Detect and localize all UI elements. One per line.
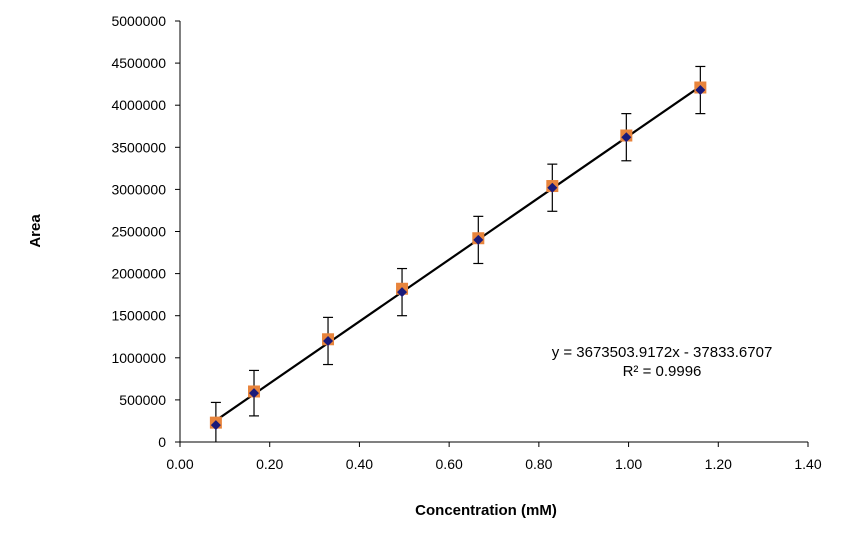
- trendline-equation: y = 3673503.9172x - 37833.6707: [552, 344, 773, 361]
- y-tick-label: 5000000: [111, 13, 166, 29]
- navy-diamond-marker: [249, 388, 260, 399]
- data-markers: [209, 81, 707, 431]
- navy-diamond-marker: [621, 132, 632, 143]
- navy-diamond-marker: [473, 234, 484, 245]
- x-axis-title: Concentration (mM): [415, 502, 557, 519]
- y-tick-label: 2500000: [111, 224, 166, 240]
- y-tick-label: 3000000: [111, 181, 166, 197]
- y-tick-label: 4500000: [111, 55, 166, 71]
- y-tick-label: 3500000: [111, 139, 166, 155]
- x-tick-label: 0.80: [525, 456, 552, 472]
- navy-diamond-marker: [397, 287, 408, 298]
- navy-diamond-marker: [695, 85, 706, 96]
- x-tick-label: 0.40: [346, 456, 373, 472]
- x-tick-label: 0.20: [256, 456, 283, 472]
- y-tick-label: 4000000: [111, 97, 166, 113]
- y-axis-title: Area: [27, 214, 44, 248]
- plot-axes: [179, 21, 808, 443]
- x-tick-label: 1.40: [794, 456, 821, 472]
- y-tick-label: 500000: [119, 392, 166, 408]
- y-axis-ticks: 0 500000 1000000 1500000 2000000 2500000 30000…: [111, 13, 180, 450]
- x-tick-label: 0.00: [166, 456, 193, 472]
- x-tick-label: 0.60: [436, 456, 463, 472]
- x-tick-label: 1.20: [705, 456, 732, 472]
- y-tick-label: 2000000: [111, 266, 166, 282]
- navy-diamond-marker: [323, 335, 334, 346]
- y-tick-label: 1500000: [111, 308, 166, 324]
- y-tick-label: 0: [158, 434, 166, 450]
- x-tick-label: 1.00: [615, 456, 642, 472]
- x-axis-ticks: 0.00 0.20 0.40 0.60 0.80 1.00 1.20 1.40: [166, 442, 822, 472]
- navy-diamond-marker: [210, 420, 221, 431]
- r-squared-label: R² = 0.9996: [623, 363, 702, 380]
- y-tick-label: 1000000: [111, 350, 166, 366]
- navy-diamond-marker: [547, 182, 558, 193]
